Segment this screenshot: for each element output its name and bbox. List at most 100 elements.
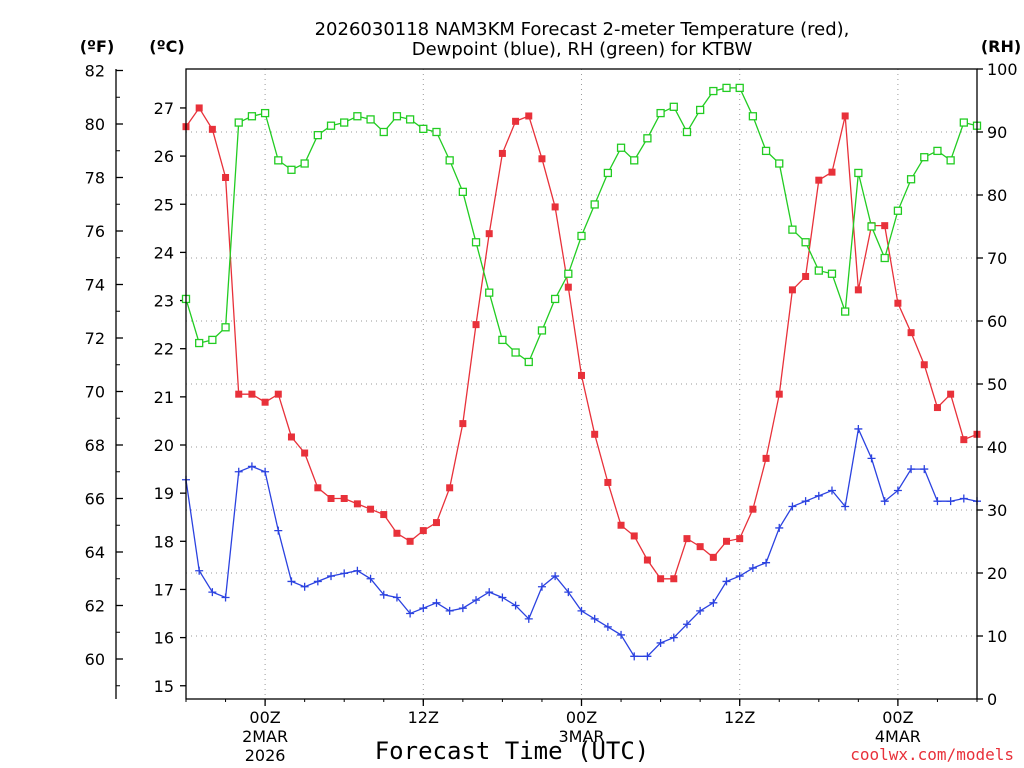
rh-point [432,127,441,137]
dewpoint-point [221,593,230,602]
dewpoint-point [682,620,691,629]
temperature-point [564,283,572,291]
celsius-tick-label: 20 [154,436,174,455]
fahrenheit-tick-label: 64 [85,543,105,562]
temperature-point [551,203,559,211]
dewpoint-point [498,593,507,602]
temperature-point [670,575,678,583]
fahrenheit-tick-label: 74 [85,276,105,295]
temperature-point [235,390,243,398]
rh-point [498,335,507,345]
rh-point [761,146,771,156]
celsius-tick-label: 27 [154,99,174,118]
dewpoint-point [933,497,942,506]
rh-point [603,168,613,178]
temperature-point [353,500,361,508]
rh-point [471,238,481,247]
rh-point [511,348,520,357]
temperature-point [881,222,889,230]
rh-point [221,323,230,332]
celsius-axis-label: (ºC) [149,37,184,56]
rh-point [195,338,204,348]
dewpoint-point [696,606,705,615]
rh-axis-label: (RH) [981,37,1021,56]
temperature-point [380,511,388,519]
temperature-point [591,430,599,438]
rh-point [801,238,810,247]
temperature-point [815,176,823,184]
dewpoint-point [735,572,744,581]
rh-point [696,105,705,115]
axes: 82 80 78 76 74 72 70 68 66 64 62 60 27 26 25 24 23 22 21 20… [85,60,1018,765]
temperature-point [723,537,731,545]
temperature-point [446,484,454,492]
dewpoint-point [353,566,362,575]
temperature-point [920,361,928,369]
temperature-point [854,286,862,294]
dewpoint-point [379,590,388,599]
rh-point [234,118,243,127]
rh-point [208,335,217,345]
temperature-point [657,575,665,583]
temperature-point [525,112,533,120]
rh-point [485,288,494,297]
rh-tick-label: 50 [987,375,1007,394]
fahrenheit-tick-label: 60 [85,650,105,669]
temperature-point [512,117,520,125]
dewpoint-point [274,526,283,535]
dewpoint-point [801,497,810,506]
rh-point [827,269,837,278]
dewpoint-point [524,614,533,623]
temperature-point [340,495,348,502]
rh-point [550,294,560,304]
dewpoint-point [630,652,639,661]
rh-tick-label: 70 [987,249,1007,268]
celsius-tick-label: 23 [154,292,174,311]
rh-point [854,168,863,178]
rh-point [405,115,415,124]
fahrenheit-tick-label: 70 [85,383,105,402]
rh-point [630,156,639,165]
celsius-tick-label: 22 [154,340,174,359]
dewpoint-point [841,502,850,511]
dewpoint-point [920,465,929,474]
temperature-point [459,420,467,428]
dewpoint-point [419,604,428,613]
temperature-point [696,543,704,551]
dewpoint-point [472,596,481,605]
rh-tick-label: 80 [987,186,1007,205]
temperature-point [498,149,506,157]
rh-point [366,115,375,124]
celsius-tick-label: 18 [154,532,174,551]
temperature-point [314,484,322,492]
rh-point [392,112,402,121]
dewpoint-point [406,609,415,618]
rh-point [841,307,850,316]
dewpoint-point [551,572,560,581]
temperature-point [788,286,796,294]
dewpoint-point [827,486,836,495]
rh-point [419,124,428,133]
dewpoint-point [261,467,270,476]
dewpoint-point [537,582,546,591]
rh-point [616,143,626,152]
rh-point [590,200,599,209]
temperature-point [960,436,968,444]
temperature-point [485,230,493,238]
temperature-point [195,104,203,112]
temperature-point [393,529,401,537]
celsius-tick-label: 25 [154,195,174,214]
temperature-point [222,174,230,181]
temperature-point [406,537,414,545]
dewpoint-series-line [185,426,978,657]
rh-point [274,156,283,165]
rh-point [300,159,309,168]
rh-point [577,231,586,241]
temperature-point [736,535,744,543]
rh-point [933,146,942,156]
rh-point [445,156,454,165]
rh-point [247,112,257,121]
x-tick-label: 12Z [408,708,439,727]
dewpoint-point [445,606,454,615]
fahrenheit-tick-label: 72 [85,329,105,348]
